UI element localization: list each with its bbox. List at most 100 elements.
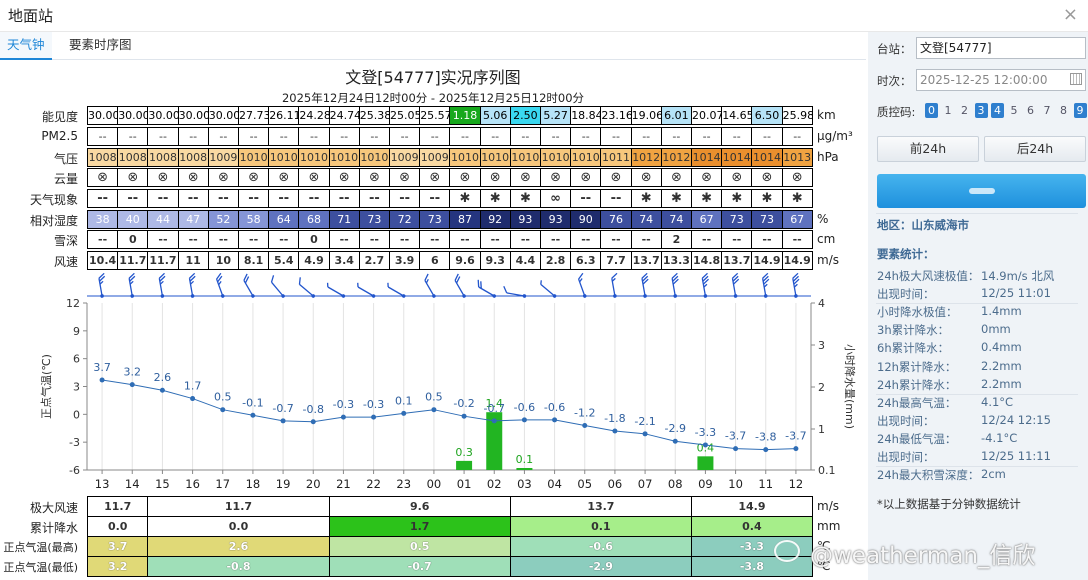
qc-code-4[interactable]: 4 [991, 103, 1004, 118]
x-tick-label: 21 [336, 477, 351, 491]
qc-code-1[interactable]: 1 [944, 104, 952, 117]
qc-code-9[interactable]: 9 [1073, 103, 1087, 118]
temp-point [612, 428, 618, 434]
temp-point-label: -1.2 [574, 406, 595, 419]
wind-barb [158, 272, 166, 298]
stat-value: 0mm [981, 322, 1011, 337]
qc-code-0[interactable]: 0 [925, 103, 938, 118]
cell-cloud: ⊗ [781, 168, 813, 187]
qc-code-8[interactable]: 8 [1060, 104, 1067, 117]
y-tick-label: 3 [73, 381, 80, 394]
divider [876, 303, 1078, 305]
y-tick-label: -3 [69, 436, 80, 449]
temp-point-label: -1.8 [604, 412, 625, 425]
temp-point-label: -0.6 [514, 401, 535, 414]
prev-24h-button[interactable]: 前24h [877, 136, 979, 162]
next-24h-button[interactable]: 后24h [984, 136, 1086, 162]
stat-label: 24h极大风速极值： [877, 269, 980, 283]
temp-point [582, 422, 588, 428]
cell-vis: 24.74 [328, 106, 360, 125]
cell-pres: 1008 [177, 148, 209, 167]
temp-point-label: -0.8 [303, 403, 324, 416]
time-input[interactable]: 2025-12-25 12:00:00 [916, 69, 1086, 91]
summary-cell-precip: 0.0 [147, 516, 330, 537]
wind-barb [243, 273, 255, 298]
cell-rh: 93 [509, 210, 541, 229]
temp-point [99, 377, 105, 383]
wind-barb [792, 272, 800, 298]
cell-pm25: -- [781, 127, 813, 146]
qc-code-6[interactable]: 6 [1027, 104, 1034, 117]
station-input[interactable]: 文登[54777] [916, 37, 1086, 59]
cell-vis: 5.27 [540, 106, 572, 125]
divider [876, 466, 1078, 467]
calendar-icon[interactable] [1070, 73, 1082, 85]
tab-element-timeseries[interactable]: 要素时序图 [69, 37, 132, 52]
query-button[interactable] [877, 174, 1086, 208]
wind-barb [215, 272, 225, 298]
divider [876, 393, 1078, 395]
temp-point [552, 417, 558, 423]
summary-cell-precip: 1.7 [328, 516, 511, 537]
cell-vis: 6.50 [751, 106, 783, 125]
temp-point-label: -0.7 [484, 402, 505, 415]
x-tick-label: 16 [185, 477, 200, 491]
region-label: 地区：山东威海市 [877, 218, 969, 232]
row-label-wind: 风速 [53, 255, 78, 269]
divider [876, 213, 1078, 214]
row-label-snow: 雪深 [53, 234, 78, 248]
temp-point [159, 387, 165, 393]
cell-pres: 1010 [358, 148, 390, 167]
cell-rh: 68 [298, 210, 330, 229]
cell-rh: 73 [419, 210, 451, 229]
cell-rh: 92 [479, 210, 511, 229]
y-tick-label: 0 [73, 408, 80, 421]
cell-rh: 93 [540, 210, 572, 229]
y2-tick-label: 3 [818, 339, 825, 352]
qc-code-3[interactable]: 3 [974, 103, 988, 118]
stat-value: 14.9m/s 北风 [981, 269, 1055, 283]
cell-rh: 47 [177, 210, 209, 229]
summary-cell-tmax: 3.7 [87, 536, 149, 557]
cell-vis: 26.11 [268, 106, 300, 125]
x-tick-label: 18 [246, 477, 261, 491]
cell-pres: 1013 [781, 148, 813, 167]
cell-vis: 30.00 [207, 106, 239, 125]
temp-point [642, 431, 648, 437]
y2-axis-label: 小时降水量(mm) [843, 344, 857, 429]
summary-cell-gust: 9.6 [328, 496, 511, 517]
close-icon[interactable]: × [1062, 4, 1078, 25]
cell-vis: 27.73 [238, 106, 270, 125]
stat-value: 2cm [981, 467, 1006, 482]
qc-code-7[interactable]: 7 [1043, 104, 1051, 117]
cell-rh: 87 [449, 210, 481, 229]
qc-code-5[interactable]: 5 [1010, 104, 1018, 117]
wind-barb [128, 272, 136, 298]
summary-cell-tmax: 0.5 [328, 536, 511, 557]
temp-point [129, 382, 135, 388]
qc-code-2[interactable]: 2 [961, 104, 968, 117]
x-tick-label: 03 [517, 477, 532, 491]
x-tick-label: 00 [427, 477, 442, 491]
y-tick-label: 9 [73, 325, 80, 338]
summary-cell-tmin: -0.8 [147, 556, 330, 577]
precip-bar [516, 468, 533, 470]
stat-label: 出现时间： [877, 287, 935, 302]
x-tick-label: 13 [95, 477, 110, 491]
cell-vis: 19.06 [630, 106, 662, 125]
summary-label: 极大风速 [29, 501, 78, 515]
tab-weather-clock[interactable]: 天气钟 [0, 32, 52, 60]
cell-pres: 1010 [298, 148, 330, 167]
temp-point-label: 3.2 [124, 366, 142, 379]
x-tick-label: 12 [789, 477, 804, 491]
y2-tick-label: 4 [818, 297, 825, 310]
temp-point-label: -2.1 [634, 415, 655, 428]
stat-label: 12h累计降水： [877, 359, 957, 374]
row-unit-vis: km [817, 108, 836, 122]
summary-cell-tmin: -2.9 [509, 556, 692, 577]
row-label-pm25: PM2.5 [41, 129, 78, 143]
cell-pres: 1010 [540, 148, 572, 167]
station-label: 台站： [877, 42, 912, 56]
x-tick-label: 06 [608, 477, 623, 491]
cell-pres: 1008 [87, 148, 119, 167]
